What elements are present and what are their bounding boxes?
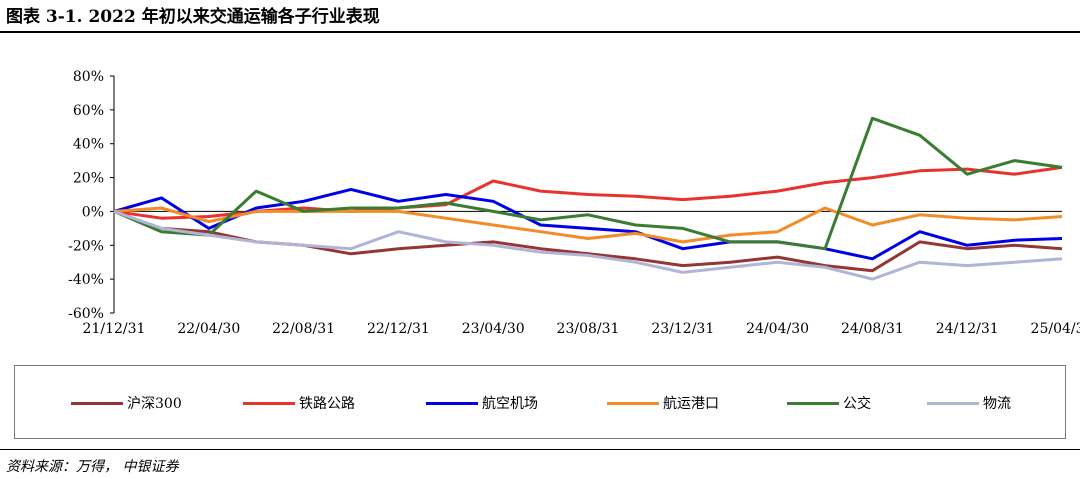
y-tick-label: 20% [73,171,104,187]
legend-label: 铁路公路 [299,396,355,412]
y-tick-label: 60% [73,103,104,119]
legend-label: 航空机场 [482,396,538,412]
legend-label: 公交 [843,396,871,412]
series-line [113,206,1063,244]
legend-item: 物流 [927,394,1011,412]
title-divider [0,31,1080,33]
x-tick-label: 23/08/31 [557,321,620,337]
x-tick-label: 24/08/31 [841,321,904,337]
legend-swatch [71,401,123,405]
x-tick-label: 23/12/31 [651,321,714,337]
series-lines [113,116,1063,281]
y-axis-tick-labels: 80% 60% 40% 20% 0% -20% -40% -60% [68,69,104,322]
x-tick-label: 24/04/30 [746,321,809,337]
legend-swatch [426,401,478,405]
legend-swatch [243,401,295,405]
y-tick-label: 0% [82,204,104,220]
y-tick-label: 40% [73,137,104,153]
x-tick-label: 22/08/31 [272,321,335,337]
line-chart: 80% 60% 40% 20% 0% -20% -40% -60% 21/12/31 22/04… [68,69,1080,337]
series-line [113,209,1063,281]
chart-legend: 沪深300 铁路公路 航空机场 航运港口 公交 物流 [14,365,1066,439]
x-tick-label: 25/04/30 [1031,321,1080,337]
legend-item: 航运港口 [607,394,719,412]
x-tick-label: 21/12/31 [83,321,146,337]
legend-swatch [927,401,979,405]
legend-item: 沪深300 [71,394,182,412]
x-tick-label: 23/04/30 [462,321,525,337]
y-tick-label: 80% [73,69,104,85]
legend-label: 航运港口 [663,396,719,412]
x-tick-label: 22/04/30 [177,321,240,337]
legend-item: 公交 [787,394,871,412]
x-axis-tick-labels: 21/12/31 22/04/30 22/08/31 22/12/31 23/04/30… [83,321,1080,337]
series-line [113,187,1063,261]
x-tick-label: 24/12/31 [936,321,999,337]
legend-label: 沪深300 [127,396,182,412]
series-line [113,116,1063,251]
source-note: 资料来源：万得， 中银证券 [6,459,179,475]
legend-label: 物流 [983,396,1011,412]
chart-title: 图表 3-1. 2022 年初以来交通运输各子行业表现 [6,7,380,27]
y-tick-label: -40% [68,272,104,288]
source-divider [0,449,1080,450]
legend-swatch [787,401,839,405]
legend-item: 航空机场 [426,394,538,412]
legend-swatch [607,401,659,405]
x-tick-label: 22/12/31 [367,321,430,337]
legend-item: 铁路公路 [243,394,355,412]
y-tick-label: -60% [68,306,104,322]
y-tick-label: -20% [68,238,104,254]
